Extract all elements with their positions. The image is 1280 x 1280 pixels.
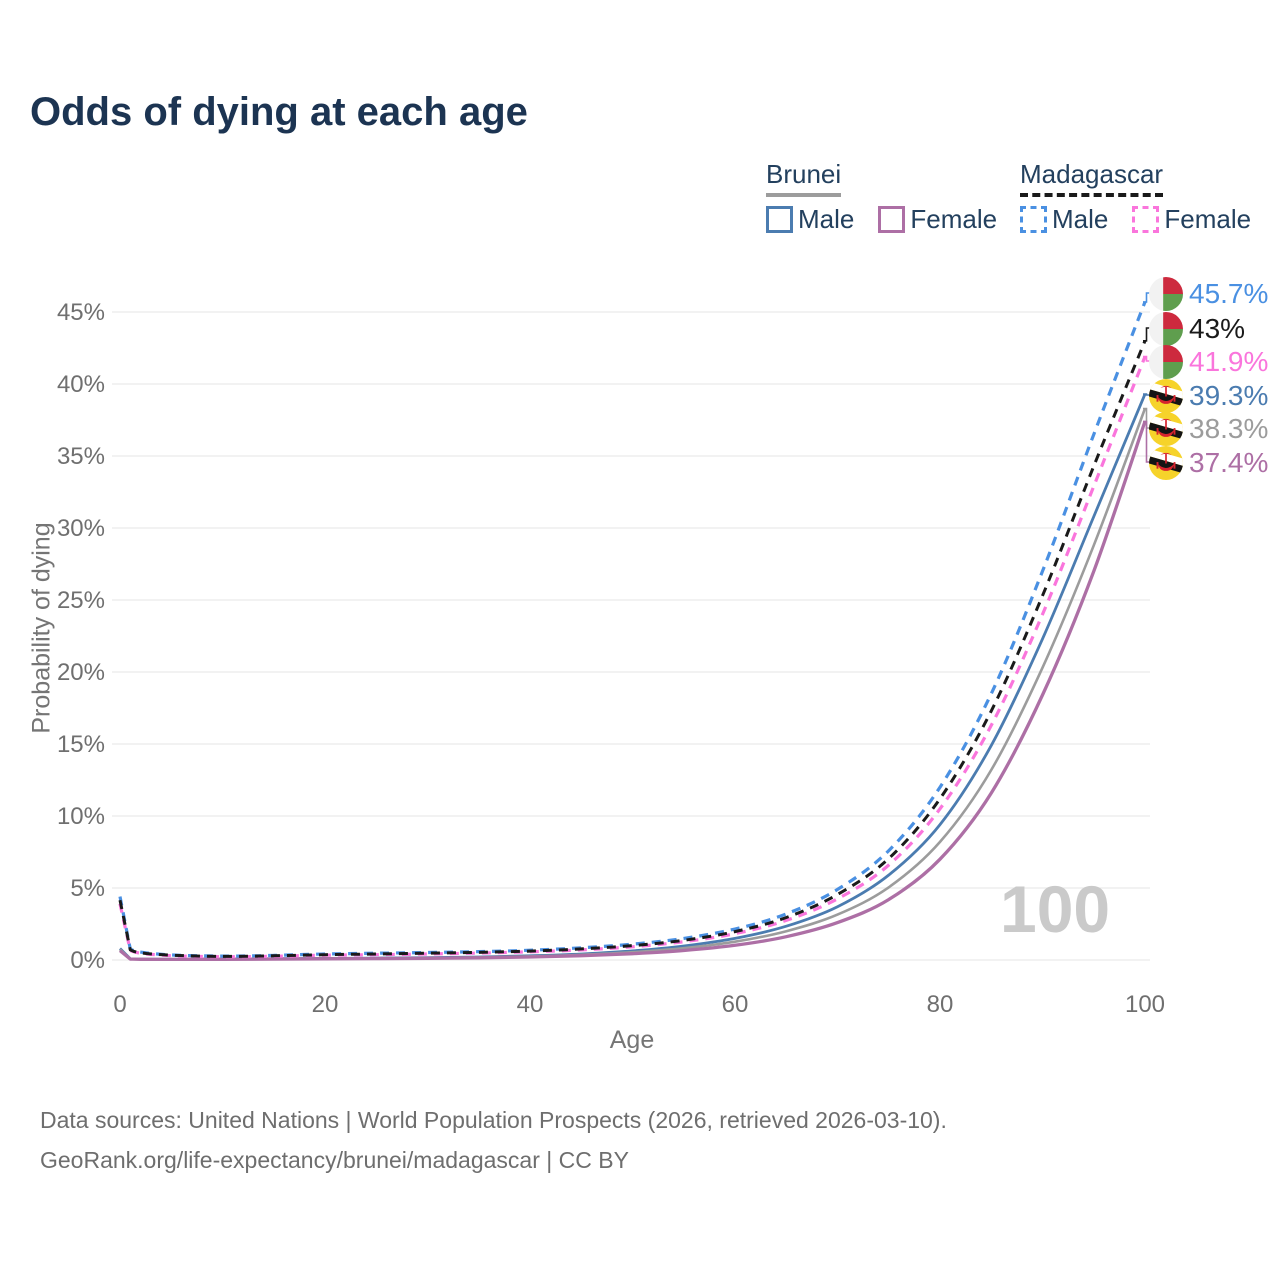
end-label-value: 38.3% <box>1189 412 1269 444</box>
label-connector <box>1143 292 1150 303</box>
y-tick-label: 0% <box>70 947 105 974</box>
end-label-value: 39.3% <box>1189 379 1269 411</box>
y-tick-label: 20% <box>57 659 105 686</box>
series-line <box>118 301 1147 958</box>
madagascar-flag-icon <box>1149 311 1183 346</box>
legend-item-label: Male <box>798 203 855 234</box>
y-tick-label: 15% <box>57 731 105 758</box>
brunei-flag-icon <box>1149 378 1183 413</box>
end-label-value: 41.9% <box>1189 345 1269 377</box>
brunei-flag-icon <box>1149 411 1183 446</box>
end-label-row: 41.9% <box>1149 344 1268 379</box>
legend-country-brunei: Brunei <box>766 159 842 197</box>
legend-item-brunei-female[interactable]: Female <box>878 204 997 235</box>
legend-country-madagascar: Madagascar <box>1020 159 1164 197</box>
legend-group-brunei: Brunei Male Female <box>766 159 997 235</box>
legend-item-label: Male <box>1052 203 1109 234</box>
legend-item-madagascar-male[interactable]: Male <box>1020 204 1108 235</box>
legend-group-madagascar: Madagascar Male Female <box>1020 159 1251 235</box>
label-connector <box>1143 355 1150 362</box>
legend-item-madagascar-female[interactable]: Female <box>1132 204 1251 235</box>
legend-item-label: Female <box>910 203 998 234</box>
y-tick-label: 5% <box>70 875 105 902</box>
series-line <box>119 393 1147 961</box>
end-label-row: 45.7% <box>1149 276 1268 311</box>
age-watermark: 100 <box>1000 872 1111 946</box>
series-line <box>118 340 1147 958</box>
y-axis-title: Probability of dying <box>27 522 56 734</box>
y-tick-label: 10% <box>57 803 105 830</box>
end-label-row: 37.4% <box>1149 445 1268 480</box>
x-tick-label: 40 <box>517 991 544 1018</box>
y-tick-label: 40% <box>57 371 105 398</box>
madagascar-male-swatch-icon <box>1020 205 1047 233</box>
x-axis-title: Age <box>609 1026 655 1054</box>
y-tick-label: 25% <box>57 587 105 614</box>
x-tick-label: 80 <box>927 991 954 1018</box>
madagascar-flag-icon <box>1149 276 1183 311</box>
brunei-male-swatch-icon <box>766 205 793 233</box>
madagascar-flag-icon <box>1149 344 1183 379</box>
series-line <box>118 356 1147 959</box>
y-tick-label: 45% <box>57 299 105 326</box>
madagascar-female-swatch-icon <box>1132 205 1160 233</box>
legend-item-label: Female <box>1164 203 1252 234</box>
end-label-value: 45.7% <box>1189 277 1269 309</box>
series-line <box>118 420 1147 962</box>
brunei-flag-icon <box>1149 445 1183 480</box>
end-label-row: 38.3% <box>1149 411 1268 446</box>
page-title: Odds of dying at each age <box>30 90 528 134</box>
x-tick-label: 0 <box>113 991 126 1018</box>
y-tick-label: 30% <box>57 515 105 542</box>
legend-item-brunei-male[interactable]: Male <box>766 204 854 235</box>
attribution-text: GeoRank.org/life-expectancy/brunei/madag… <box>40 1147 629 1173</box>
series-line <box>119 408 1147 961</box>
y-tick-label: 35% <box>57 443 105 470</box>
end-label-row: 39.3% <box>1149 378 1268 413</box>
x-tick-label: 60 <box>722 991 749 1018</box>
label-connector <box>1143 327 1150 342</box>
brunei-female-swatch-icon <box>878 205 906 233</box>
end-label-value: 43% <box>1189 312 1246 344</box>
end-label-value: 37.4% <box>1189 446 1269 478</box>
x-tick-label: 20 <box>312 991 339 1018</box>
data-sources-text: Data sources: United Nations | World Pop… <box>40 1107 947 1133</box>
x-tick-label: 100 <box>1125 991 1165 1018</box>
end-label-row: 43% <box>1149 311 1245 346</box>
